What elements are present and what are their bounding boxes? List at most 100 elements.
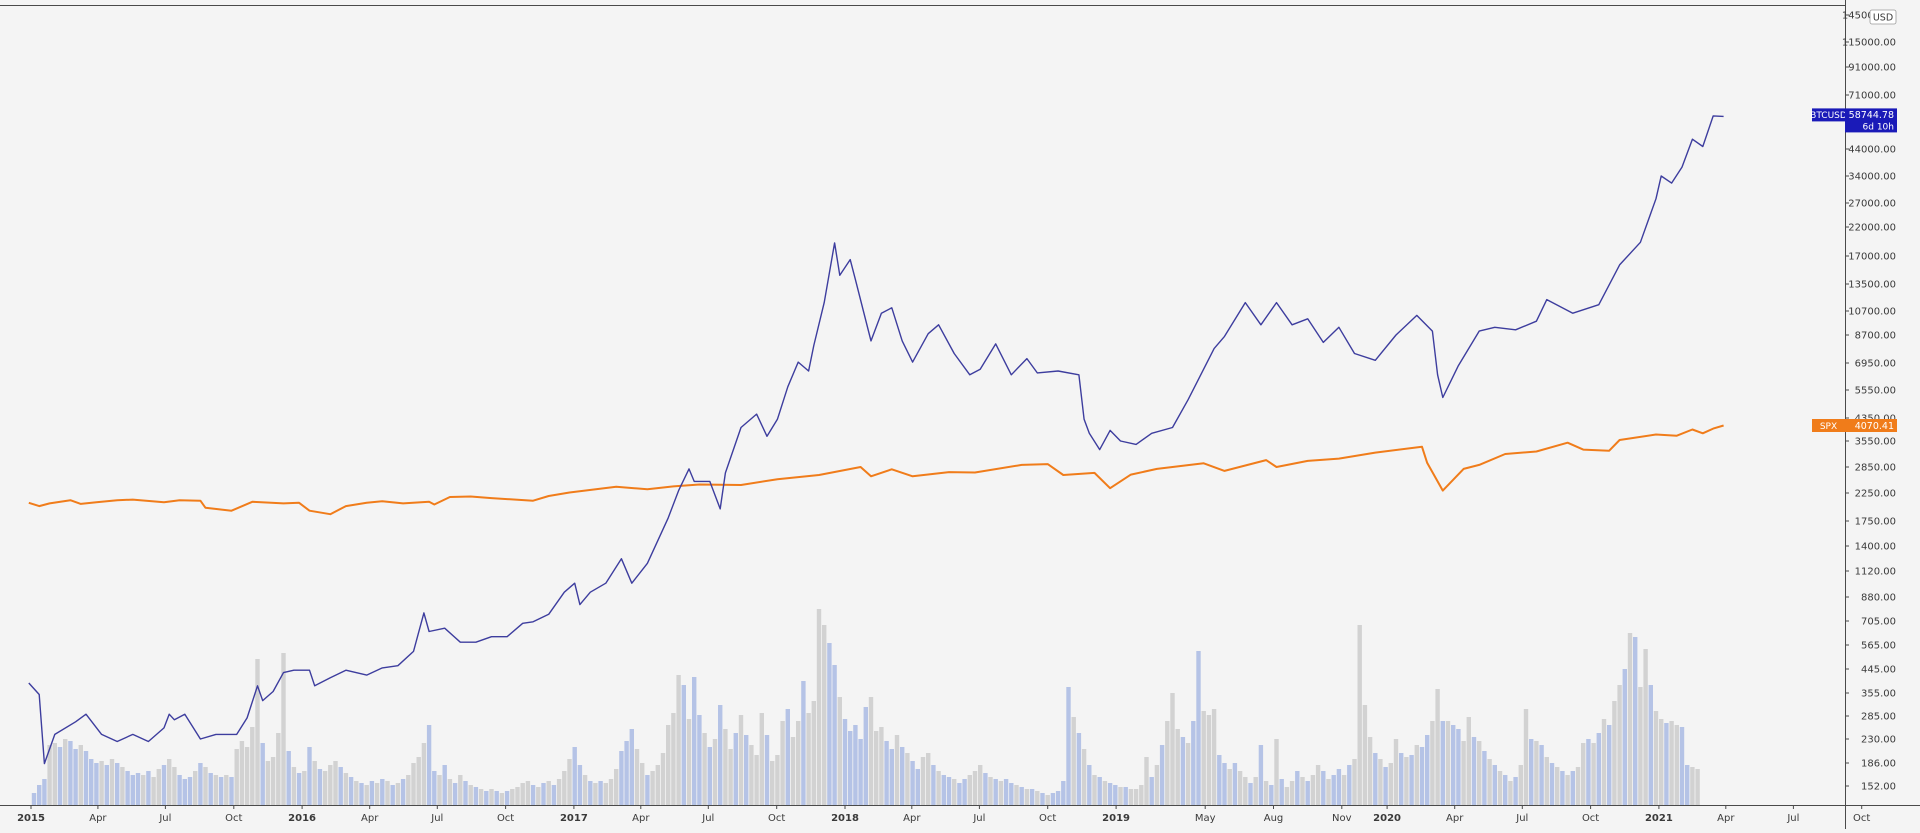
volume-bar bbox=[229, 777, 234, 805]
volume-bar bbox=[868, 697, 874, 805]
volume-bar bbox=[1362, 705, 1368, 805]
volume-bar bbox=[276, 733, 281, 805]
volume-bar bbox=[499, 793, 505, 805]
volume-bar bbox=[1383, 767, 1388, 805]
volume-bar bbox=[1653, 711, 1659, 805]
volume-bar bbox=[265, 761, 271, 805]
time-tick-label: 2018 bbox=[831, 813, 859, 824]
volume-bar bbox=[1139, 785, 1144, 805]
price-tick-label: 17000.00 bbox=[1848, 252, 1896, 263]
volume-bar bbox=[780, 721, 785, 805]
volume-bar bbox=[1596, 733, 1601, 805]
volume-bar bbox=[1279, 779, 1284, 805]
volume-bar bbox=[1170, 693, 1175, 805]
volume-bar bbox=[1159, 745, 1165, 805]
volume-bar bbox=[936, 771, 941, 805]
currency-box bbox=[1869, 9, 1897, 25]
price-tick-label: 115000.00 bbox=[1842, 38, 1896, 49]
volume-bar bbox=[328, 765, 333, 805]
volume-bar bbox=[972, 771, 978, 805]
volume-bar bbox=[1305, 781, 1310, 805]
volume-bar bbox=[1685, 765, 1690, 805]
volume-bar bbox=[172, 767, 177, 805]
volume-bar bbox=[1513, 777, 1518, 805]
volume-bar bbox=[603, 783, 608, 805]
volume-bar bbox=[489, 789, 494, 805]
volume-bar bbox=[115, 763, 120, 805]
price-tick-label: 1400.00 bbox=[1855, 542, 1896, 553]
volume-bar bbox=[978, 765, 983, 805]
volume-bar bbox=[109, 759, 115, 805]
volume-bar bbox=[395, 783, 401, 805]
volume-bar bbox=[655, 765, 660, 805]
volume-bar bbox=[411, 763, 416, 805]
time-tick-label: 2021 bbox=[1645, 813, 1673, 824]
volume-bar bbox=[307, 747, 312, 805]
volume-bar bbox=[406, 775, 411, 805]
volume-bar bbox=[707, 747, 712, 805]
volume-bar bbox=[562, 771, 567, 805]
volume-bar bbox=[525, 781, 531, 805]
price-tick-label: 2850.00 bbox=[1855, 463, 1896, 474]
volume-bar bbox=[827, 643, 832, 805]
volume-bar bbox=[660, 753, 666, 805]
volume-bar bbox=[146, 771, 151, 805]
volume-bar bbox=[952, 779, 957, 805]
volume-bar bbox=[1669, 721, 1674, 805]
volume-bar bbox=[510, 789, 515, 805]
volume-bar bbox=[1081, 749, 1087, 805]
volume-bar bbox=[744, 735, 749, 805]
volume-bar bbox=[957, 783, 962, 805]
volume-bar bbox=[645, 775, 650, 805]
volume-bar bbox=[463, 781, 468, 805]
volume-bar bbox=[1549, 763, 1555, 805]
volume-bar bbox=[863, 707, 868, 805]
time-tick-label: Oct bbox=[1039, 813, 1056, 824]
volume-bar bbox=[141, 775, 146, 805]
badge-countdown: 6d 10h bbox=[1863, 122, 1894, 132]
volume-bar bbox=[1451, 725, 1456, 805]
volume-bar bbox=[1419, 747, 1425, 805]
series-line-spx bbox=[28, 424, 1724, 516]
volume-bar bbox=[1367, 737, 1373, 805]
time-tick-label: Apr bbox=[1446, 813, 1464, 824]
volume-bar bbox=[1690, 767, 1695, 805]
volume-bar bbox=[135, 773, 141, 805]
volume-bar bbox=[1243, 777, 1248, 805]
price-tick-label: 3550.00 bbox=[1855, 437, 1896, 448]
volume-bar bbox=[208, 773, 213, 805]
volume-bar bbox=[1165, 721, 1170, 805]
volume-bar bbox=[1477, 741, 1482, 805]
volume-bar bbox=[842, 719, 848, 805]
volume-bar bbox=[577, 765, 583, 805]
price-tick-label: 152.00 bbox=[1861, 782, 1896, 793]
price-tick-label: 880.00 bbox=[1861, 593, 1896, 604]
time-axis[interactable]: 2015 Apr Jul Oct 2016 Apr Jul Oct 2017 Apr Jul Oct 2… bbox=[17, 805, 1870, 824]
volume-bar bbox=[421, 743, 427, 805]
volume-bar bbox=[1029, 789, 1035, 805]
volume-bar bbox=[494, 791, 499, 805]
volume-bar bbox=[1565, 775, 1570, 805]
volume-bar bbox=[484, 791, 489, 805]
volume-bar bbox=[848, 731, 853, 805]
volume-bar bbox=[364, 785, 369, 805]
price-tick-label: 1750.00 bbox=[1855, 517, 1896, 528]
volume-bar bbox=[806, 713, 811, 805]
volume-bar bbox=[1560, 771, 1565, 805]
volume-bar bbox=[1269, 785, 1274, 805]
volume-bar bbox=[1638, 687, 1643, 805]
volume-bar bbox=[151, 777, 156, 805]
currency-label: USD bbox=[1873, 13, 1893, 24]
badge-value: 58744.78 bbox=[1849, 110, 1894, 121]
volume-bar bbox=[1123, 787, 1128, 805]
volume-bar bbox=[57, 747, 63, 805]
volume-bar bbox=[167, 759, 172, 805]
volume-bar bbox=[676, 675, 681, 805]
volume-bar bbox=[1529, 739, 1534, 805]
volume-bar bbox=[879, 727, 884, 805]
volume-bar bbox=[1300, 777, 1305, 805]
time-tick-label: 2016 bbox=[288, 813, 316, 824]
volume-bar bbox=[1061, 781, 1066, 805]
volume-bar bbox=[874, 731, 879, 805]
